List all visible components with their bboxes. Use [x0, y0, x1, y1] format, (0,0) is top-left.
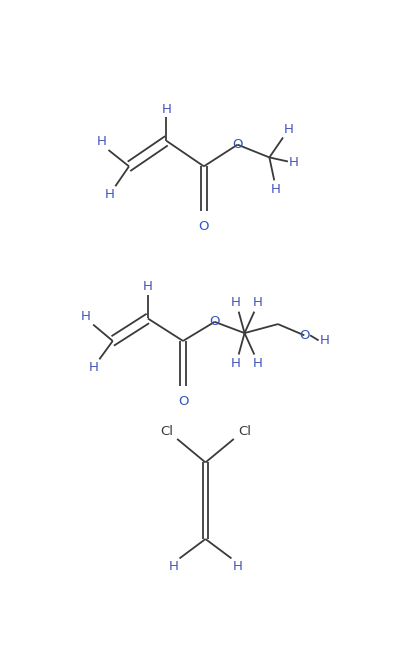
- Text: H: H: [143, 280, 153, 293]
- Text: H: H: [89, 361, 99, 374]
- Text: H: H: [271, 183, 281, 196]
- Text: H: H: [81, 310, 91, 323]
- Text: Cl: Cl: [160, 425, 173, 438]
- Text: Cl: Cl: [238, 425, 251, 438]
- Text: H: H: [96, 135, 106, 149]
- Text: H: H: [231, 296, 240, 309]
- Text: H: H: [252, 357, 262, 370]
- Text: H: H: [231, 357, 240, 370]
- Text: O: O: [178, 394, 188, 408]
- Text: O: O: [232, 138, 243, 151]
- Text: H: H: [289, 156, 299, 169]
- Text: O: O: [299, 329, 310, 342]
- Text: H: H: [252, 296, 262, 309]
- Text: H: H: [169, 560, 178, 573]
- Text: H: H: [161, 103, 171, 115]
- Text: O: O: [199, 220, 209, 233]
- Text: H: H: [232, 560, 242, 573]
- Text: H: H: [320, 334, 329, 347]
- Text: O: O: [210, 316, 220, 328]
- Text: H: H: [105, 188, 114, 201]
- Text: H: H: [284, 123, 293, 136]
